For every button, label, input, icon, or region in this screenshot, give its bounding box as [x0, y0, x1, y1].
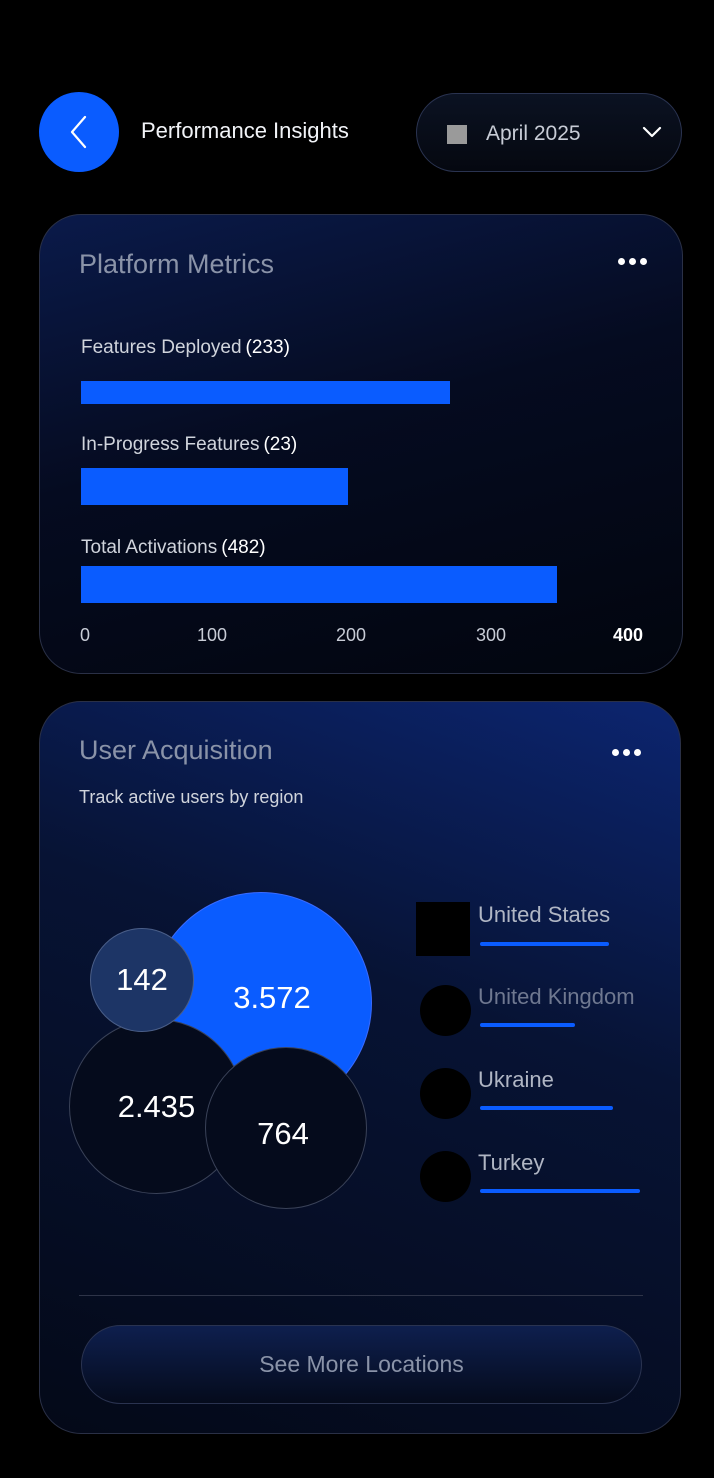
- card-title: Platform Metrics: [79, 249, 275, 279]
- card-subtitle: Track active users by region: [79, 787, 304, 807]
- divider: [79, 1295, 643, 1296]
- metric-count: (233): [245, 337, 290, 358]
- x-tick-label: 400: [612, 625, 644, 645]
- legend-marker: [420, 1151, 471, 1202]
- chevron-down-icon: [642, 126, 662, 138]
- metric-count: (482): [221, 537, 266, 558]
- see-more-locations-button[interactable]: See More Locations: [81, 1325, 642, 1404]
- more-options-icon[interactable]: [618, 258, 647, 265]
- legend-label: Ukraine: [478, 1067, 554, 1092]
- bubble-value: 2.435: [117, 1088, 196, 1124]
- more-options-icon[interactable]: [612, 749, 641, 756]
- x-tick-label: 200: [335, 625, 367, 645]
- date-select[interactable]: April 2025: [416, 93, 682, 172]
- metric-count: (23): [263, 434, 298, 455]
- x-tick-label: 100: [196, 625, 228, 645]
- metric-name: Total Activations: [81, 537, 218, 558]
- metric-label: Features Deployed (233): [81, 337, 290, 359]
- chevron-left-icon: [70, 115, 87, 149]
- legend-bar: [480, 1023, 575, 1027]
- legend-bar: [480, 1106, 613, 1110]
- metric-bar: [81, 566, 557, 603]
- metric-bar: [81, 468, 348, 505]
- page-title: Performance Insights: [141, 118, 349, 143]
- x-tick-label: 300: [475, 625, 507, 645]
- legend-bar: [480, 1189, 640, 1193]
- metric-name: Features Deployed: [81, 337, 242, 358]
- x-tick-label: 0: [79, 625, 91, 645]
- card-title: User Acquisition: [79, 735, 273, 765]
- date-select-value: April 2025: [486, 122, 581, 145]
- bubble-value: 764: [257, 1116, 309, 1151]
- platform-metrics-card: Platform Metrics Features Deployed (233) I…: [39, 214, 683, 674]
- bubble-value: 142: [116, 962, 168, 997]
- back-button[interactable]: [39, 92, 119, 172]
- metric-label: In-Progress Features (23): [81, 434, 297, 456]
- region-bubble[interactable]: 764: [205, 1047, 367, 1209]
- legend-marker: [416, 902, 470, 956]
- legend-label: Turkey: [478, 1150, 545, 1175]
- user-acquisition-card: User Acquisition Track active users by r…: [39, 701, 681, 1434]
- legend-label: United States: [478, 902, 611, 927]
- legend-marker: [420, 985, 471, 1036]
- metric-bar: [81, 381, 450, 404]
- metric-label: Total Activations (482): [81, 537, 266, 559]
- legend-label: United Kingdom: [478, 984, 635, 1009]
- legend-marker: [420, 1068, 471, 1119]
- metric-name: In-Progress Features: [81, 434, 260, 455]
- bubble-value: 3.572: [233, 980, 311, 1015]
- region-bubble[interactable]: 142: [90, 928, 194, 1032]
- legend-bar: [480, 942, 609, 946]
- calendar-icon: [447, 125, 467, 144]
